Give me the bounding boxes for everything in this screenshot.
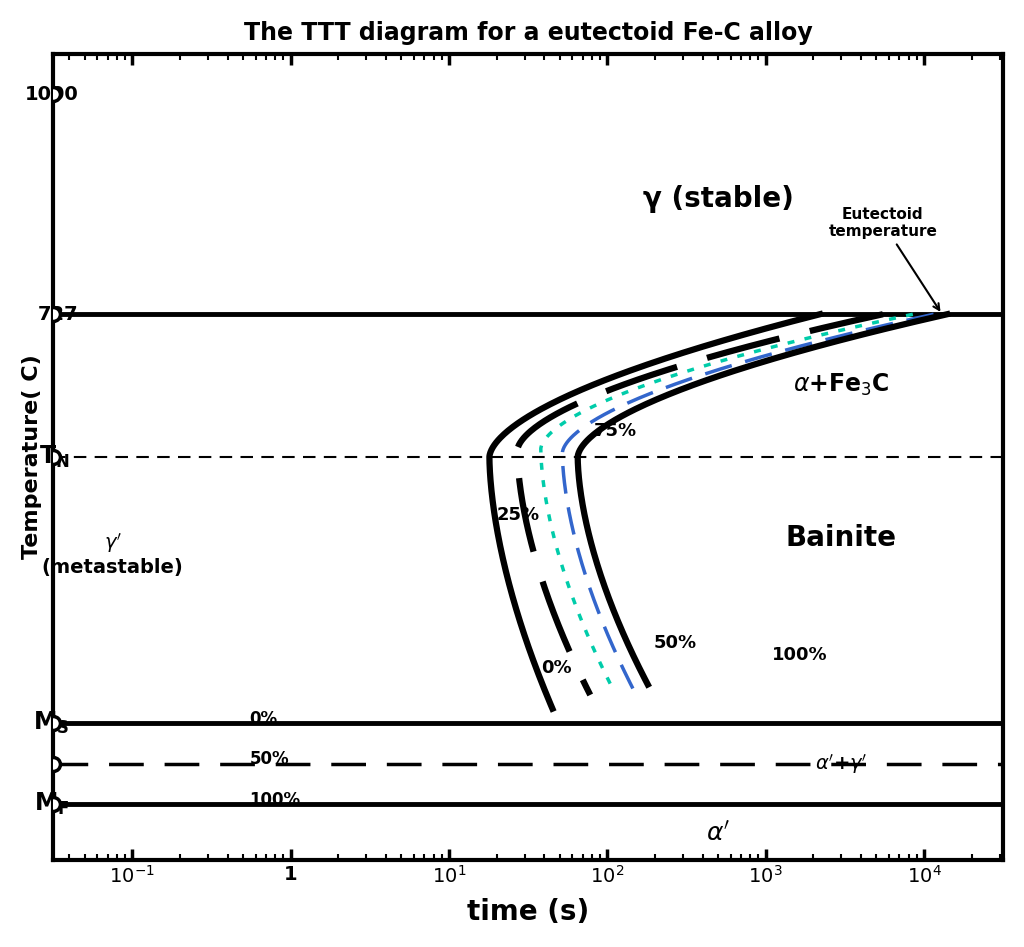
Text: $\alpha'$+$\gamma'$: $\alpha'$+$\gamma'$ <box>815 752 867 776</box>
Text: 75%: 75% <box>594 422 637 440</box>
Text: Eutectoid
temperature: Eutectoid temperature <box>828 206 939 310</box>
Text: $\mathbf{M_F}$: $\mathbf{M_F}$ <box>34 791 70 817</box>
Text: 1000: 1000 <box>25 84 79 103</box>
Text: 0%: 0% <box>541 659 571 677</box>
Title: The TTT diagram for a eutectoid Fe-C alloy: The TTT diagram for a eutectoid Fe-C all… <box>244 21 812 45</box>
Text: 50%: 50% <box>250 750 289 768</box>
Text: $\gamma'$
(metastable): $\gamma'$ (metastable) <box>42 531 183 577</box>
Text: 100%: 100% <box>250 791 301 809</box>
X-axis label: time (s): time (s) <box>467 898 589 926</box>
Text: 0%: 0% <box>250 710 278 728</box>
Y-axis label: Temperature( C): Temperature( C) <box>23 354 42 560</box>
Text: 727: 727 <box>38 305 79 324</box>
Text: $\alpha$+Fe$_3$C: $\alpha$+Fe$_3$C <box>793 371 890 398</box>
Text: $\mathbf{M_S}$: $\mathbf{M_S}$ <box>33 710 70 736</box>
Text: Bainite: Bainite <box>785 524 897 552</box>
Text: $\alpha'$: $\alpha'$ <box>706 822 730 846</box>
Text: 50%: 50% <box>653 634 696 652</box>
Text: 25%: 25% <box>497 506 540 524</box>
Text: $\mathbf{T_N}$: $\mathbf{T_N}$ <box>39 444 70 470</box>
Text: γ (stable): γ (stable) <box>643 185 794 213</box>
Text: 100%: 100% <box>772 646 827 664</box>
